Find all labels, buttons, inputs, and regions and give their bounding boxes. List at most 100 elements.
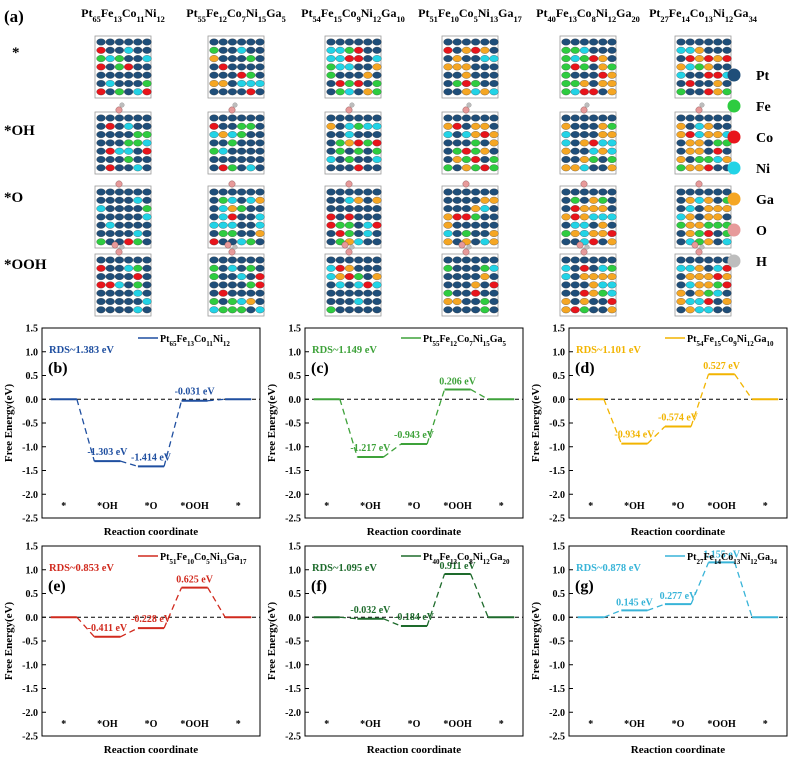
atom-icon bbox=[685, 88, 695, 96]
atom-icon bbox=[237, 205, 247, 213]
formula-subscript: 13 bbox=[114, 15, 122, 24]
atom-icon bbox=[722, 281, 732, 289]
atom-icon bbox=[114, 196, 124, 204]
formula-subscript: 11 bbox=[137, 15, 145, 24]
x-axis-label: Reaction coordinate bbox=[104, 744, 199, 756]
atom-icon bbox=[335, 273, 345, 281]
reaction-step-label: *O bbox=[145, 719, 158, 730]
atom-icon bbox=[124, 80, 134, 87]
atom-icon bbox=[722, 289, 732, 297]
formula-element: Fe bbox=[176, 334, 187, 345]
oxygen-atom-icon bbox=[115, 180, 123, 188]
atom-icon bbox=[579, 131, 589, 139]
atom-icon bbox=[471, 114, 481, 122]
atom-icon bbox=[561, 122, 571, 130]
legend-label: O bbox=[756, 224, 767, 239]
reaction-step-label: *OH bbox=[624, 719, 645, 730]
formula-element: Co bbox=[457, 552, 469, 563]
oxygen-atom-icon bbox=[580, 180, 588, 188]
atom-icon bbox=[579, 281, 589, 289]
atom-icon bbox=[124, 88, 134, 96]
atom-icon bbox=[227, 114, 237, 122]
atom-icon bbox=[354, 63, 364, 71]
formula-subscript: 11 bbox=[206, 340, 213, 348]
formula-subscript: 10 bbox=[767, 340, 775, 348]
atom-icon bbox=[372, 230, 382, 237]
atom-icon bbox=[561, 71, 571, 79]
atom-icon bbox=[246, 289, 256, 297]
formula-element: Ga bbox=[381, 6, 396, 20]
atom-icon bbox=[133, 188, 143, 196]
atom-icon bbox=[676, 156, 686, 163]
atom-icon bbox=[480, 122, 490, 130]
atom-icon bbox=[561, 188, 571, 196]
y-tick-label: -2.5 bbox=[285, 732, 301, 743]
atom-icon bbox=[589, 55, 599, 63]
atom-icon bbox=[372, 273, 382, 281]
atom-icon bbox=[694, 71, 704, 79]
atom-icon bbox=[326, 122, 336, 130]
atom-icon bbox=[344, 256, 354, 264]
reaction-step-label: * bbox=[588, 501, 593, 512]
y-tick-label: -1.5 bbox=[285, 684, 301, 695]
atom-icon bbox=[570, 289, 580, 297]
atom-icon bbox=[570, 131, 580, 139]
atom-icon bbox=[570, 264, 580, 272]
y-tick-label: 0.5 bbox=[289, 371, 302, 382]
atom-icon bbox=[713, 298, 723, 305]
atom-icon bbox=[704, 139, 714, 147]
atom-icon bbox=[227, 88, 237, 96]
atom-icon bbox=[561, 238, 571, 246]
atom-icon bbox=[124, 63, 134, 71]
y-tick-label: 0.0 bbox=[26, 613, 39, 624]
atom-icon bbox=[443, 139, 453, 147]
atom-icon bbox=[561, 289, 571, 297]
atom-icon bbox=[685, 298, 695, 305]
atom-icon bbox=[335, 164, 345, 172]
plot-frame bbox=[568, 545, 788, 737]
atom-icon bbox=[489, 306, 499, 314]
atom-icon bbox=[209, 164, 219, 172]
atom-icon bbox=[227, 188, 237, 196]
energy-value-label: -1.217 eV bbox=[350, 443, 391, 454]
atom-icon bbox=[579, 139, 589, 147]
atom-icon bbox=[461, 147, 471, 155]
atom-icon bbox=[124, 139, 134, 147]
atom-icon bbox=[133, 156, 143, 163]
atom-icon bbox=[561, 139, 571, 147]
legend-label: Co bbox=[756, 131, 773, 146]
atom-icon bbox=[124, 156, 134, 163]
rds-annotation: RDS~0.878 eV bbox=[576, 563, 641, 574]
atom-icon bbox=[589, 230, 599, 237]
atom-icon bbox=[246, 164, 256, 172]
atom-icon bbox=[480, 238, 490, 246]
atom-icon bbox=[598, 55, 608, 63]
atom-icon bbox=[105, 156, 115, 163]
y-tick-label: 0.0 bbox=[26, 395, 39, 406]
atom-icon bbox=[363, 213, 373, 221]
atom-icon bbox=[685, 306, 695, 314]
atom-icon bbox=[461, 131, 471, 139]
atom-icon bbox=[326, 38, 336, 46]
atom-icon bbox=[598, 230, 608, 237]
atom-icon bbox=[570, 188, 580, 196]
formula-element: Pt bbox=[186, 6, 197, 20]
atom-icon bbox=[489, 55, 499, 63]
atom-icon bbox=[480, 264, 490, 272]
atom-icon bbox=[326, 298, 336, 305]
atom-icon bbox=[570, 63, 580, 71]
atom-icon bbox=[246, 71, 256, 79]
atom-icon bbox=[443, 238, 453, 246]
atom-icon bbox=[480, 63, 490, 71]
legend-marker-icon bbox=[727, 130, 741, 144]
atom-icon bbox=[461, 306, 471, 314]
atom-icon bbox=[579, 122, 589, 130]
atom-icon bbox=[218, 55, 228, 63]
atom-icon bbox=[489, 63, 499, 71]
atom-icon bbox=[105, 139, 115, 147]
atom-icon bbox=[694, 114, 704, 122]
energy-panel: 1.5 1.0 0.5 0.0 -0.5 -1.0 -1.5 -2.0 -2.5 Free Ene… bbox=[266, 324, 524, 538]
panel-label: (f) bbox=[311, 578, 327, 595]
y-tick-label: -2.5 bbox=[549, 732, 565, 743]
atom-icon bbox=[237, 156, 247, 163]
